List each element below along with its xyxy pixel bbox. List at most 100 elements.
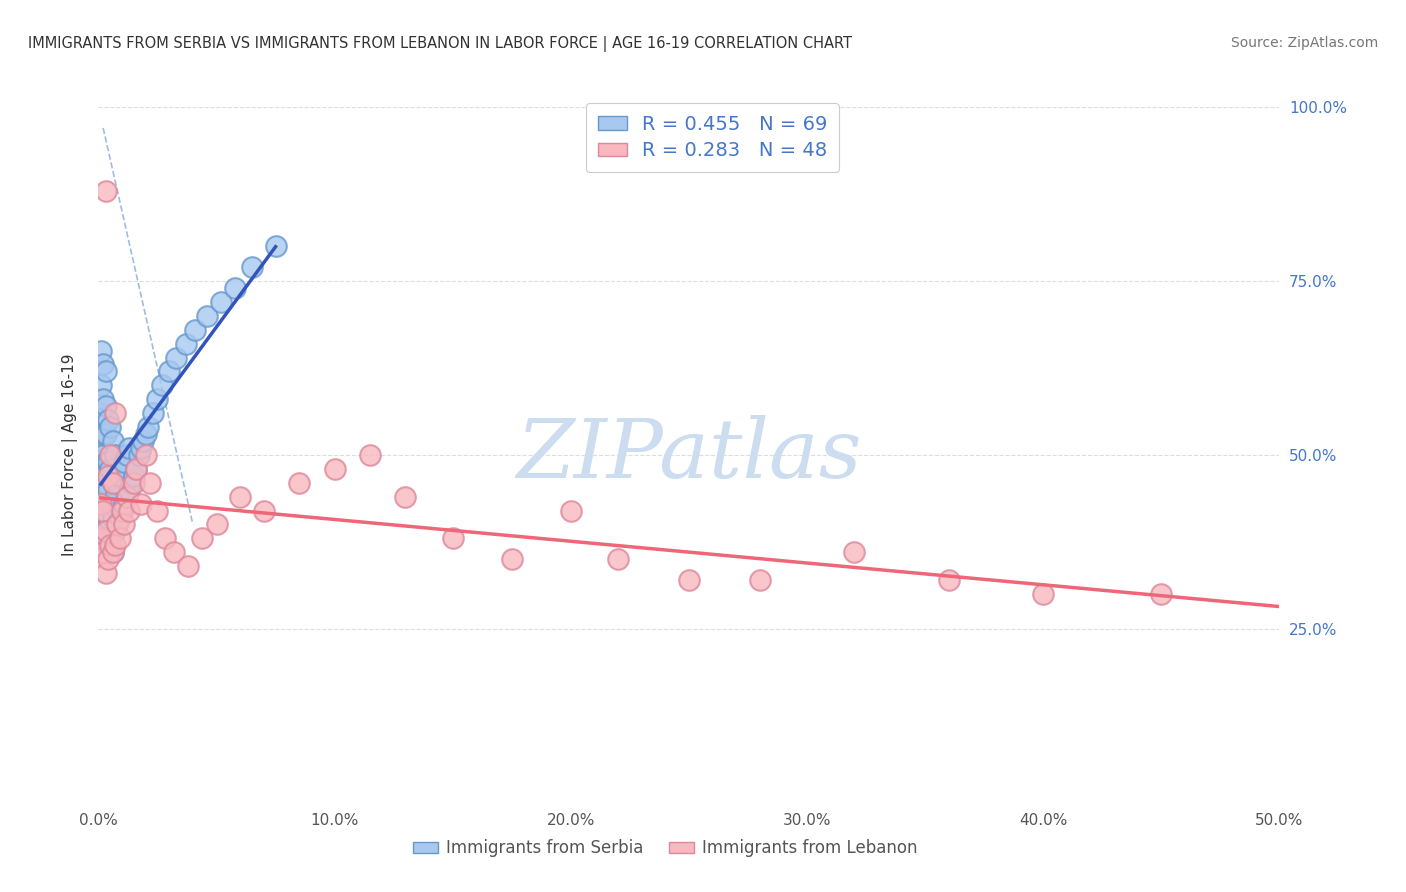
Point xyxy=(323,462,346,476)
Point xyxy=(177,559,200,574)
Point xyxy=(104,524,127,539)
Point xyxy=(195,309,218,323)
Point xyxy=(108,510,131,524)
Point xyxy=(104,448,127,462)
Point xyxy=(101,545,124,559)
Point xyxy=(90,532,112,546)
Point xyxy=(94,455,117,469)
Point xyxy=(97,468,120,483)
Point xyxy=(94,532,117,546)
Point xyxy=(98,420,121,434)
Point xyxy=(98,462,121,476)
Point xyxy=(101,510,124,524)
Point xyxy=(165,351,187,365)
Point xyxy=(135,448,157,462)
Point xyxy=(115,490,138,504)
Point xyxy=(125,462,148,476)
Point xyxy=(112,517,135,532)
Point xyxy=(91,545,114,559)
Point xyxy=(501,552,523,566)
Point xyxy=(128,448,150,462)
Point xyxy=(129,497,152,511)
Point xyxy=(142,406,165,420)
Point xyxy=(90,434,112,448)
Point xyxy=(253,503,276,517)
Point xyxy=(748,573,770,587)
Point xyxy=(97,413,120,427)
Point xyxy=(111,462,134,476)
Point xyxy=(104,538,127,552)
Point xyxy=(264,239,287,253)
Point xyxy=(118,503,141,517)
Point xyxy=(101,475,124,490)
Point xyxy=(94,475,117,490)
Text: IMMIGRANTS FROM SERBIA VS IMMIGRANTS FROM LEBANON IN LABOR FORCE | AGE 16-19 COR: IMMIGRANTS FROM SERBIA VS IMMIGRANTS FRO… xyxy=(28,36,852,52)
Point xyxy=(105,475,128,490)
Point xyxy=(91,392,114,407)
Point xyxy=(129,441,152,455)
Point xyxy=(1032,587,1054,601)
Point xyxy=(844,545,866,559)
Point xyxy=(224,281,246,295)
Point xyxy=(394,490,416,504)
Point xyxy=(98,538,121,552)
Point xyxy=(135,427,157,442)
Point xyxy=(163,545,186,559)
Point xyxy=(115,448,138,462)
Point xyxy=(90,468,112,483)
Point xyxy=(111,503,134,517)
Point xyxy=(678,573,700,587)
Point xyxy=(91,475,114,490)
Point xyxy=(97,455,120,469)
Point xyxy=(97,510,120,524)
Point xyxy=(359,448,381,462)
Point xyxy=(91,358,114,372)
Point xyxy=(560,503,582,517)
Point xyxy=(115,490,138,504)
Point xyxy=(91,517,114,532)
Point xyxy=(90,490,112,504)
Point xyxy=(153,532,176,546)
Point xyxy=(112,497,135,511)
Point xyxy=(91,427,114,442)
Point xyxy=(184,323,207,337)
Point xyxy=(288,475,311,490)
Point xyxy=(90,406,112,420)
Point xyxy=(94,184,117,198)
Point xyxy=(118,441,141,455)
Point xyxy=(97,538,120,552)
Point xyxy=(94,566,117,581)
Point xyxy=(122,475,145,490)
Point xyxy=(90,497,112,511)
Point xyxy=(94,427,117,442)
Point xyxy=(105,517,128,532)
Point xyxy=(104,490,127,504)
Point xyxy=(94,524,117,539)
Point xyxy=(229,490,252,504)
Point xyxy=(104,406,127,420)
Point xyxy=(125,462,148,476)
Legend: Immigrants from Serbia, Immigrants from Lebanon: Immigrants from Serbia, Immigrants from … xyxy=(406,833,924,864)
Point xyxy=(91,503,114,517)
Point xyxy=(146,392,169,407)
Point xyxy=(94,399,117,413)
Point xyxy=(118,483,141,497)
Text: ZIPatlas: ZIPatlas xyxy=(516,415,862,495)
Point xyxy=(90,343,112,358)
Point xyxy=(122,468,145,483)
Point xyxy=(112,455,135,469)
Point xyxy=(98,497,121,511)
Point xyxy=(90,448,112,462)
Point xyxy=(91,448,114,462)
Point xyxy=(111,503,134,517)
Point xyxy=(938,573,960,587)
Point xyxy=(132,434,155,448)
Point xyxy=(90,378,112,392)
Point xyxy=(150,378,173,392)
Point xyxy=(101,475,124,490)
Point xyxy=(97,483,120,497)
Point xyxy=(139,475,162,490)
Point xyxy=(98,448,121,462)
Text: Source: ZipAtlas.com: Source: ZipAtlas.com xyxy=(1230,36,1378,50)
Point xyxy=(209,294,232,309)
